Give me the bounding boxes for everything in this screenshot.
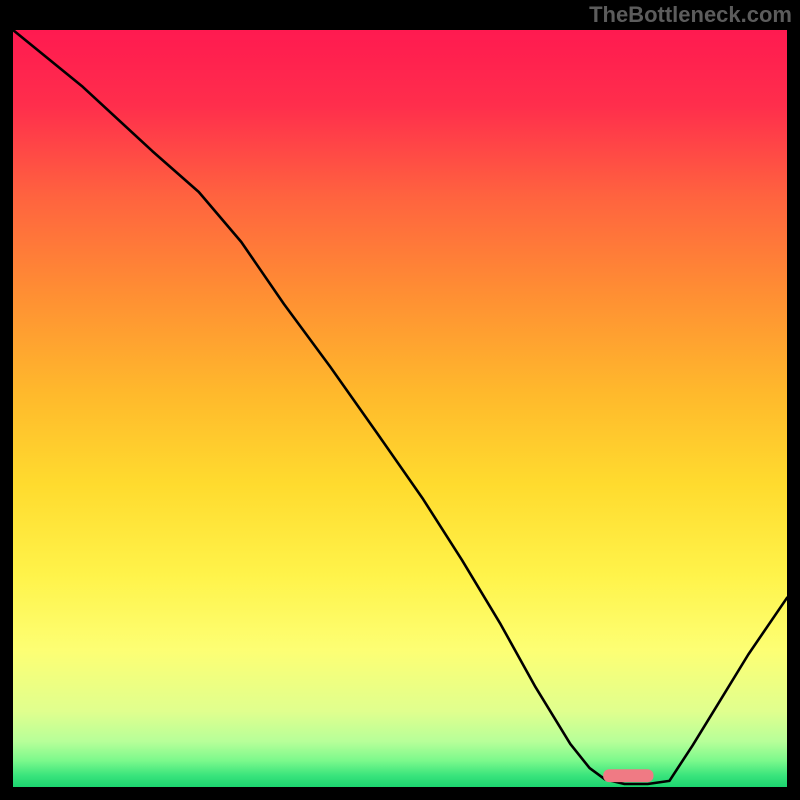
chart-root: TheBottleneck.com <box>0 0 800 800</box>
watermark-text: TheBottleneck.com <box>589 2 792 28</box>
plot-background <box>13 30 787 787</box>
chart-svg <box>0 0 800 800</box>
optimal-marker <box>603 769 653 782</box>
